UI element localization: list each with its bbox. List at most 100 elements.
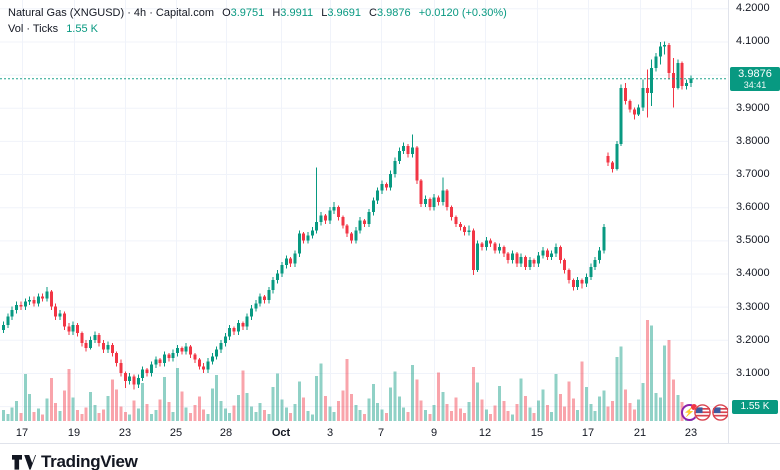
candle-body bbox=[393, 160, 397, 175]
volume-bar bbox=[15, 401, 19, 421]
volume-bar bbox=[628, 403, 632, 421]
candle-body bbox=[624, 87, 628, 102]
candle-body bbox=[680, 62, 684, 87]
candle-body bbox=[193, 354, 197, 360]
candle-body bbox=[132, 376, 136, 385]
candle-body bbox=[654, 56, 658, 68]
volume-bar bbox=[284, 407, 288, 421]
volume-bar bbox=[197, 396, 201, 421]
candle-body bbox=[158, 359, 162, 363]
candle-body bbox=[10, 309, 14, 317]
volume-bar bbox=[463, 412, 467, 421]
candle-body bbox=[115, 353, 119, 363]
candle-body bbox=[471, 230, 475, 271]
time-axis-label: Oct bbox=[271, 427, 291, 439]
candle-body bbox=[45, 291, 49, 299]
candle-body bbox=[563, 260, 567, 271]
candle-body bbox=[606, 155, 610, 163]
volume-bar bbox=[363, 413, 367, 421]
candle-body bbox=[458, 223, 462, 228]
volume-bar bbox=[537, 400, 541, 421]
candle-body bbox=[145, 369, 149, 373]
chart-plot-area[interactable]: Natural Gas (XNGUSD) · 4h · Capital.com … bbox=[0, 0, 728, 423]
volume-bar bbox=[145, 403, 149, 421]
candle-body bbox=[258, 296, 262, 304]
volume-bar bbox=[6, 413, 10, 421]
candle-body bbox=[62, 313, 66, 327]
candle-body bbox=[110, 344, 114, 354]
candle-body bbox=[615, 144, 619, 170]
candle-body bbox=[28, 300, 32, 302]
volume-bar bbox=[497, 385, 501, 421]
volume-bar bbox=[289, 412, 293, 421]
candle-body bbox=[67, 326, 71, 332]
us-flag-economic-event-icon[interactable] bbox=[694, 404, 711, 421]
volume-bar bbox=[541, 389, 545, 421]
candle-body bbox=[289, 258, 293, 264]
candle-body bbox=[171, 353, 175, 359]
candle-body bbox=[650, 67, 654, 93]
volume-bar bbox=[167, 402, 171, 421]
volume-bar bbox=[123, 412, 127, 421]
volume-bar bbox=[58, 411, 62, 421]
candle-body bbox=[515, 253, 519, 264]
candle-body bbox=[106, 344, 110, 350]
volume-bar bbox=[341, 390, 345, 421]
symbol-title[interactable]: Natural Gas (XNGUSD) · 4h · Capital.com bbox=[8, 7, 214, 19]
time-axis-label: 15 bbox=[530, 427, 544, 439]
volume-bar bbox=[71, 397, 75, 421]
candle-body bbox=[423, 198, 427, 204]
candle-body bbox=[206, 361, 210, 370]
volume-bar bbox=[493, 405, 497, 421]
volume-bar bbox=[367, 398, 371, 421]
us-flag-glyph bbox=[694, 404, 711, 421]
candle-body bbox=[689, 78, 693, 83]
volume-bar bbox=[632, 409, 636, 421]
volume-bar bbox=[445, 403, 449, 421]
volume-bar bbox=[437, 372, 440, 421]
volume-bar bbox=[563, 406, 567, 421]
volume-indicator-label[interactable]: Vol · Ticks bbox=[8, 23, 59, 35]
candle-body bbox=[71, 324, 75, 332]
candle-body bbox=[571, 280, 575, 287]
candle-body bbox=[441, 190, 445, 203]
price-axis-label: 3.2000 bbox=[736, 333, 770, 346]
volume-bar bbox=[515, 403, 519, 421]
volume-bar bbox=[19, 412, 23, 421]
volume-bar bbox=[667, 340, 671, 421]
candle-body bbox=[676, 62, 680, 88]
volume-bar bbox=[619, 346, 623, 421]
us-flag-economic-event-icon[interactable] bbox=[712, 404, 728, 421]
tradingview-logo[interactable]: TradingView bbox=[12, 452, 138, 470]
chart-legend: Natural Gas (XNGUSD) · 4h · Capital.com … bbox=[8, 6, 507, 37]
volume-bar bbox=[323, 395, 327, 421]
footer-strip: TradingView bbox=[0, 443, 780, 470]
last-price-value: 3.9876 bbox=[738, 67, 772, 80]
candle-body bbox=[545, 250, 549, 257]
volume-bar bbox=[89, 392, 92, 421]
volume-bar bbox=[28, 394, 32, 421]
candle-body bbox=[476, 243, 480, 271]
candle-body bbox=[54, 306, 58, 317]
volume-bar bbox=[576, 410, 580, 421]
volume-bar bbox=[280, 399, 284, 421]
candle-body bbox=[380, 183, 384, 191]
volume-bar bbox=[506, 411, 510, 421]
candle-body bbox=[23, 301, 27, 307]
volume-bar bbox=[62, 390, 66, 421]
volume-bar bbox=[458, 408, 462, 421]
volume-bar bbox=[476, 382, 480, 421]
time-axis[interactable]: 17 19 23 25 28 Oct 3 7 9 12 15 17 21 23 bbox=[0, 423, 728, 443]
price-axis[interactable]: 3.9876 34:41 1.55 K 4.20004.10004.00003.… bbox=[728, 0, 780, 443]
volume-bar bbox=[245, 393, 249, 421]
candle-body bbox=[249, 308, 253, 317]
price-axis-label: 4.1000 bbox=[736, 35, 770, 48]
candlestick-chart-canvas[interactable] bbox=[0, 0, 728, 423]
volume-bar bbox=[149, 413, 153, 421]
volume-bar bbox=[158, 399, 162, 421]
volume-bar bbox=[571, 398, 575, 421]
volume-bar bbox=[2, 410, 5, 421]
volume-bar bbox=[67, 368, 71, 421]
time-axis-label: 17 bbox=[15, 427, 29, 439]
volume-bar bbox=[567, 381, 571, 421]
